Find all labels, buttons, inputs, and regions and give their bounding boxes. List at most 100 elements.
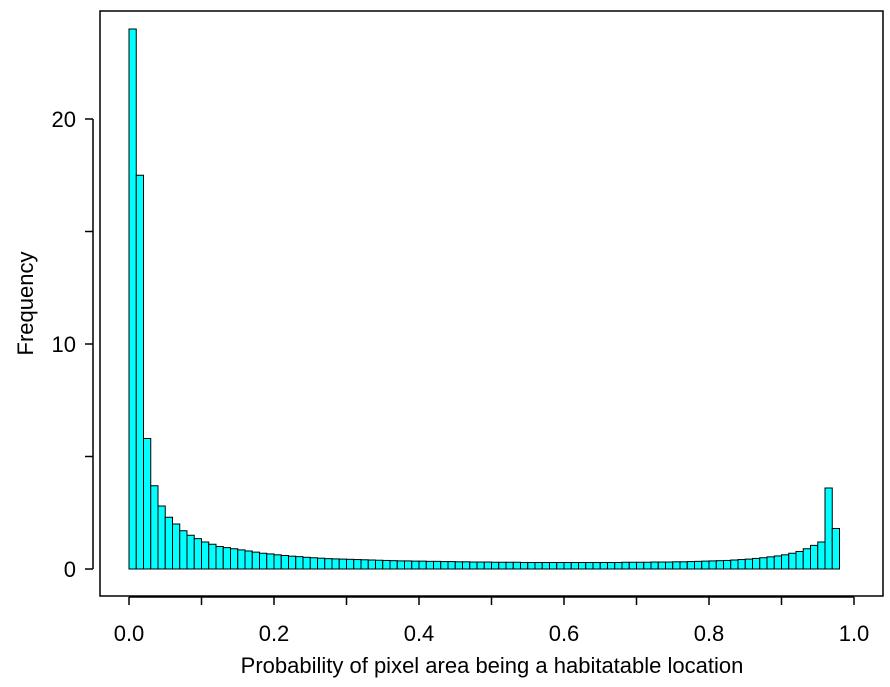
histogram-bar (462, 561, 471, 570)
histogram-bar (476, 561, 485, 570)
histogram-bar (143, 438, 152, 570)
histogram-bar (230, 548, 239, 570)
histogram-bar (802, 548, 811, 570)
histogram-bar (469, 561, 478, 570)
histogram-bar (665, 561, 674, 570)
histogram-bar (433, 560, 442, 570)
histogram-bar (527, 561, 536, 570)
histogram-bar (454, 561, 463, 570)
x-tick-label: 0.2 (259, 621, 290, 646)
histogram-bar (418, 560, 427, 570)
histogram-bar (309, 557, 318, 570)
x-tick-label: 0.4 (404, 621, 435, 646)
histogram-bar (273, 554, 282, 570)
histogram-bar (636, 561, 645, 570)
histogram-bar (541, 561, 550, 570)
histogram-bar (193, 538, 202, 570)
histogram-bar (346, 558, 355, 570)
histogram-bar (338, 558, 347, 570)
histogram-bar (215, 546, 224, 570)
histogram-bar (730, 559, 739, 570)
histogram-bar (179, 530, 188, 570)
histogram-bar (694, 560, 703, 570)
x-tick-label: 0.6 (549, 621, 580, 646)
histogram-bar (447, 561, 456, 570)
histogram-bar (599, 561, 608, 570)
histogram-bar (563, 561, 572, 570)
histogram-bar (259, 552, 268, 570)
histogram-bar (440, 561, 449, 570)
bars-layer (128, 28, 840, 570)
histogram-bar (534, 561, 543, 570)
histogram-bar (164, 516, 173, 570)
histogram-bar (135, 174, 144, 570)
histogram-bar (186, 534, 195, 570)
histogram-bar (295, 556, 304, 570)
histogram-bar (831, 528, 840, 570)
histogram-bar (411, 560, 420, 570)
histogram-bar (715, 560, 724, 570)
histogram-bar (585, 561, 594, 570)
histogram-bar (520, 561, 529, 570)
histogram-bar (817, 541, 826, 570)
histogram-bar (157, 505, 166, 570)
histogram-bar (824, 487, 833, 570)
histogram-bar (650, 561, 659, 570)
histogram-bar (549, 561, 558, 570)
histogram-bar (491, 561, 500, 570)
histogram-bar (672, 561, 681, 570)
histogram-bar (404, 560, 413, 570)
histogram-bar (382, 559, 391, 570)
histogram-bar (331, 558, 340, 570)
histogram-bar (505, 561, 514, 570)
histogram-bar (172, 523, 181, 570)
histogram-bar (251, 551, 260, 570)
histogram-bar (512, 561, 521, 570)
histogram-bar (578, 561, 587, 570)
histogram-bar (360, 559, 369, 570)
histogram-bar (708, 560, 717, 570)
plot-frame (99, 10, 884, 597)
histogram-bar (607, 561, 616, 570)
histogram-bar (592, 561, 601, 570)
y-tick-label: 0 (64, 557, 76, 582)
histogram-bar (353, 559, 362, 570)
histogram-bar (788, 552, 797, 570)
histogram-bar (657, 561, 666, 570)
histogram-bar (367, 559, 376, 570)
histogram-bar (375, 559, 384, 570)
histogram-bar (324, 558, 333, 570)
histogram-bar (201, 541, 210, 570)
x-tick-label: 0.8 (694, 621, 725, 646)
histogram-bar (389, 560, 398, 570)
histogram-bar (795, 550, 804, 570)
histogram-bar (128, 28, 137, 570)
histogram-bar (766, 556, 775, 570)
histogram-bar (723, 559, 732, 570)
histogram-bar (483, 561, 492, 570)
histogram-bar (150, 485, 159, 570)
histogram-bar (208, 543, 217, 570)
histogram-bar (288, 555, 297, 570)
histogram-bar (556, 561, 565, 570)
y-axis-label: Frequency (13, 252, 38, 356)
histogram-bar (396, 560, 405, 570)
y-tick-label: 10 (52, 332, 76, 357)
histogram-bar (266, 553, 275, 570)
x-axis-label: Probability of pixel area being a habita… (241, 653, 744, 678)
histogram-bar (317, 557, 326, 570)
histogram-bar (621, 561, 630, 570)
histogram-bar (744, 558, 753, 570)
histogram-bar (280, 555, 289, 570)
histogram-bar (752, 557, 761, 570)
histogram-bar (781, 554, 790, 570)
histogram-bar (614, 561, 623, 570)
histogram-bar (773, 555, 782, 570)
histogram-bar (425, 560, 434, 570)
histogram-bar (759, 557, 768, 570)
histogram-bar (643, 561, 652, 570)
histogram-bar (679, 561, 688, 570)
histogram-bar (498, 561, 507, 570)
